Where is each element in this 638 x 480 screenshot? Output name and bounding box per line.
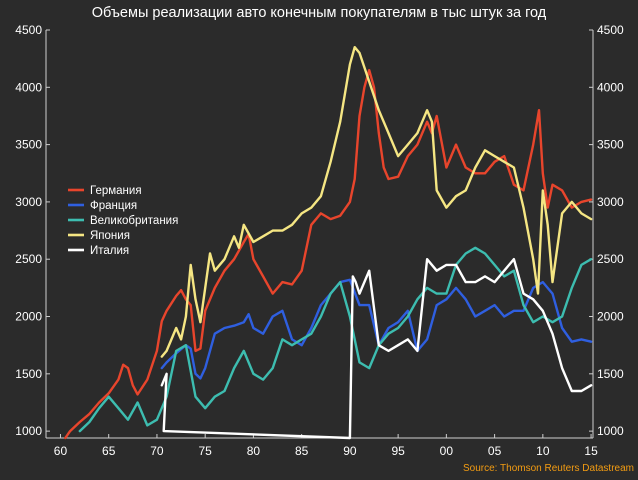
series-line [64,68,593,440]
x-tick-label: 10 [536,444,550,458]
x-tick-label: 65 [102,444,116,458]
y-tick-label-left: 1000 [15,424,42,438]
y-tick-label-left: 3000 [15,195,42,209]
y-tick-label-left: 2500 [15,252,42,266]
legend-label: Япония [90,230,130,242]
series-line [78,246,593,433]
y-tick-label-left: 1500 [15,367,42,381]
x-tick-label: 15 [584,444,598,458]
x-tick-label: 90 [343,444,357,458]
x-tick-label: 80 [247,444,261,458]
x-tick-label: 00 [440,444,454,458]
y-tick-label-right: 3500 [597,138,624,152]
y-tick-label-left: 4000 [15,80,42,94]
legend-label: Италия [90,245,129,257]
source-label: Source: Thomson Reuters Datastream [463,463,634,474]
x-tick-label: 95 [391,444,405,458]
y-tick-label-left: 2000 [15,310,42,324]
legend-label: Германия [90,185,142,197]
series-lines [64,46,593,440]
y-tick-label-left: 3500 [15,138,42,152]
x-tick-label: 75 [199,444,213,458]
y-tick-label-left: 4500 [15,23,42,37]
y-tick-label-right: 2500 [597,252,624,266]
x-tick-label: 85 [295,444,309,458]
x-tick-label: 60 [54,444,68,458]
legend-label: Франция [90,200,137,212]
legend-label: Великобритания [90,215,178,227]
chart-title: Объемы реализации авто конечным покупате… [92,5,547,21]
series-line [160,258,593,440]
legend: Германия Франция Великобритания Япония Итали… [68,185,178,257]
series-line [160,46,593,358]
y-tick-label-right: 4500 [597,23,624,37]
y-tick-label-right: 4000 [597,80,624,94]
y-tick-label-right: 2000 [597,310,624,324]
x-tick-label: 05 [488,444,502,458]
y-tick-label-right: 1500 [597,367,624,381]
series-line [160,278,593,380]
y-tick-label-right: 3000 [597,195,624,209]
y-tick-label-right: 1000 [597,424,624,438]
x-tick-label: 70 [150,444,164,458]
